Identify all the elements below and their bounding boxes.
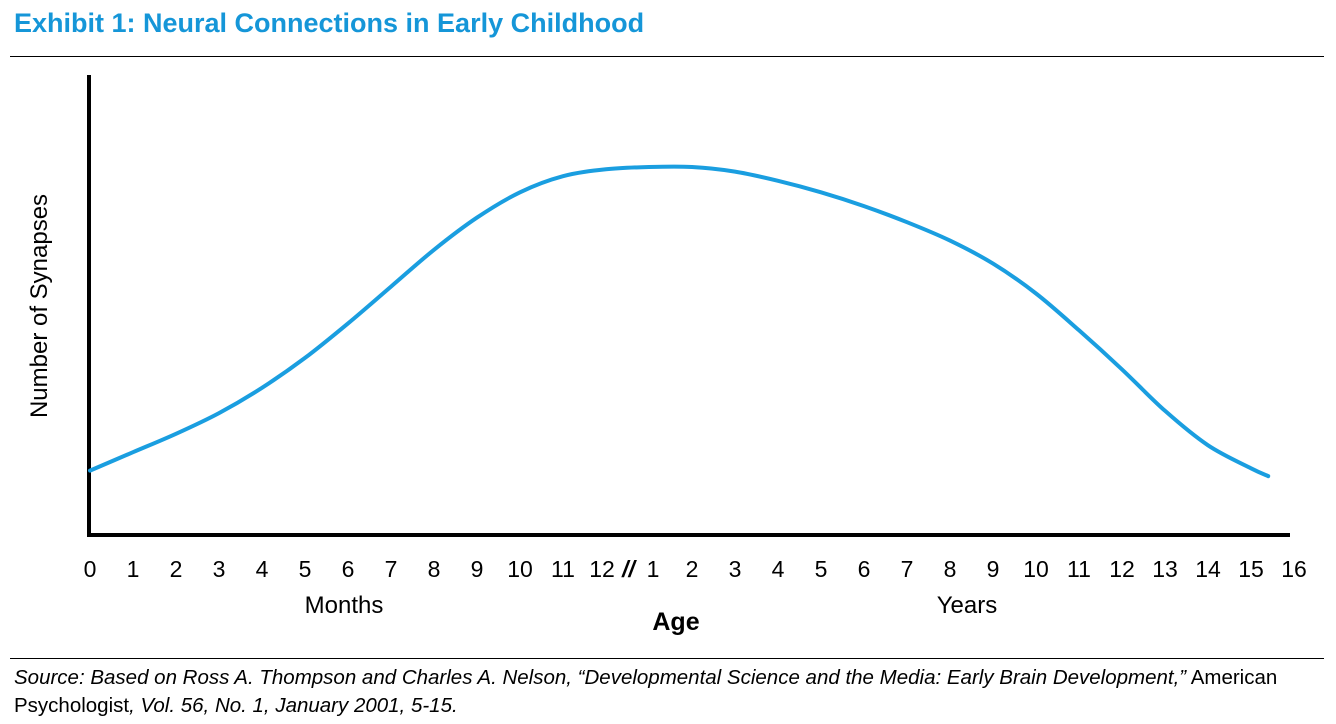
chart-title: Exhibit 1: Neural Connections in Early C…	[14, 8, 645, 38]
x-tick-labels: 0 1 2 3 4 5 6 7 8 9 10 11 12 1 2 3 4 5 6 7 8 9 10 11 12 13 14 15 16/…	[84, 556, 1307, 582]
x-tick-label: 6	[342, 556, 355, 582]
x-tick-label: 13	[1152, 556, 1178, 582]
bottom-divider	[10, 658, 1324, 659]
x-tick-label: 11	[1067, 556, 1091, 582]
x-tick-label: 10	[507, 556, 533, 582]
y-axis-label: Number of Synapses	[26, 194, 53, 418]
source-note: Source: Based on Ross A. Thompson and Ch…	[14, 664, 1314, 720]
x-tick-label: 16	[1281, 556, 1307, 582]
x-tick-label: 4	[256, 556, 269, 582]
x-tick-label: 5	[299, 556, 312, 582]
x-tick-label: 9	[987, 556, 1000, 582]
x-tick-label: 8	[944, 556, 957, 582]
x-tick-label: 2	[170, 556, 183, 582]
x-tick-label: 0	[84, 556, 97, 582]
x-tick-label: 12	[1109, 556, 1135, 582]
x-tick-label: 10	[1023, 556, 1049, 582]
x-tick-label: 9	[471, 556, 484, 582]
chart: Number of Synapses 0 1 2 3 4 5 6 7 8 9 10 11 12 1 2 3 4 5…	[26, 75, 1307, 636]
x-tick-label: 5	[815, 556, 828, 582]
x-group-label-months: Months	[305, 592, 384, 619]
x-tick-label: 14	[1195, 556, 1221, 582]
axis-break-marker: //	[621, 556, 637, 582]
x-tick-label: 6	[858, 556, 871, 582]
series-line-0	[88, 164, 1271, 479]
x-tick-label: 11	[551, 556, 575, 582]
x-tick-label: 8	[428, 556, 441, 582]
x-tick-label: 1	[647, 556, 660, 582]
x-axis-label: Age	[652, 608, 699, 636]
x-tick-label: 12	[589, 556, 615, 582]
x-tick-label: 15	[1238, 556, 1264, 582]
x-tick-label: 7	[901, 556, 914, 582]
x-tick-label: 3	[729, 556, 742, 582]
x-tick-label: 4	[772, 556, 785, 582]
x-tick-label: 7	[385, 556, 398, 582]
top-divider	[10, 56, 1324, 57]
source-details: , Vol. 56, No. 1, January 2001, 5-15.	[129, 694, 458, 717]
x-group-label-years: Years	[937, 592, 998, 619]
x-tick-label: 2	[686, 556, 699, 582]
x-tick-label: 1	[127, 556, 140, 582]
source-text: Source: Based on Ross A. Thompson and Ch…	[14, 666, 1187, 689]
x-tick-label: 3	[213, 556, 226, 582]
source-journal: American Psychologist	[14, 666, 1278, 717]
plot-area	[87, 75, 1290, 537]
